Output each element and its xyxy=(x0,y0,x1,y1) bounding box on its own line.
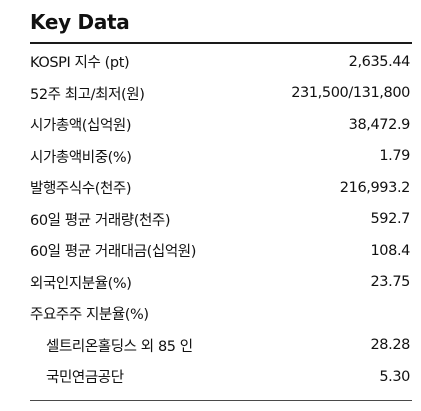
row-label: 셀트리온홀딩스 외 85 인 xyxy=(46,338,193,355)
row-52w-high-low: 52주 최고/최저(원) 231,500/131,800 xyxy=(30,78,412,110)
row-value: 108.4 xyxy=(370,242,410,259)
row-value: 1.79 xyxy=(379,148,410,165)
key-data-table: KOSPI 지수 (pt) 2,635.44 52주 최고/최저(원) 231,… xyxy=(30,46,412,393)
row-label: 60일 평균 거래대금(십억원) xyxy=(30,244,196,261)
row-label: 시가총액비중(%) xyxy=(30,149,132,166)
row-value: 5.30 xyxy=(379,368,410,385)
row-label: 외국인지분율(%) xyxy=(30,275,132,292)
row-value: 592.7 xyxy=(370,211,410,228)
row-60d-avg-trading-value: 60일 평균 거래대금(십억원) 108.4 xyxy=(30,235,412,267)
row-major-shareholders: 주요주주 지분율(%) xyxy=(30,298,412,330)
row-foreign-ownership: 외국인지분율(%) 23.75 xyxy=(30,267,412,299)
row-label: 발행주식수(천주) xyxy=(30,181,132,198)
bottom-divider xyxy=(30,400,412,401)
row-value: 216,993.2 xyxy=(339,179,411,196)
row-label: KOSPI 지수 (pt) xyxy=(30,55,130,72)
row-value: 38,472.9 xyxy=(348,116,411,133)
row-60d-avg-volume: 60일 평균 거래량(천주) 592.7 xyxy=(30,204,412,236)
row-value: 28.28 xyxy=(370,337,410,354)
row-market-cap: 시가총액(십억원) 38,472.9 xyxy=(30,109,412,141)
row-market-cap-weight: 시가총액비중(%) 1.79 xyxy=(30,141,412,173)
panel-title: Key Data xyxy=(30,10,130,34)
row-label: 52주 최고/최저(원) xyxy=(30,86,145,103)
row-value: 23.75 xyxy=(370,274,410,291)
row-label: 국민연금공단 xyxy=(46,370,124,387)
row-shareholder-celltrion-holdings: 셀트리온홀딩스 외 85 인 28.28 xyxy=(30,330,412,362)
row-value: 231,500/131,800 xyxy=(291,85,410,102)
row-shareholder-nps: 국민연금공단 5.30 xyxy=(30,361,412,393)
row-shares-outstanding: 발행주식수(천주) 216,993.2 xyxy=(30,172,412,204)
row-value: 2,635.44 xyxy=(348,53,411,70)
row-label: 60일 평균 거래량(천주) xyxy=(30,212,171,229)
row-kospi-index: KOSPI 지수 (pt) 2,635.44 xyxy=(30,46,412,78)
top-divider xyxy=(30,42,412,44)
row-label: 시가총액(십억원) xyxy=(30,118,132,135)
row-label: 주요주주 지분율(%) xyxy=(30,307,149,324)
